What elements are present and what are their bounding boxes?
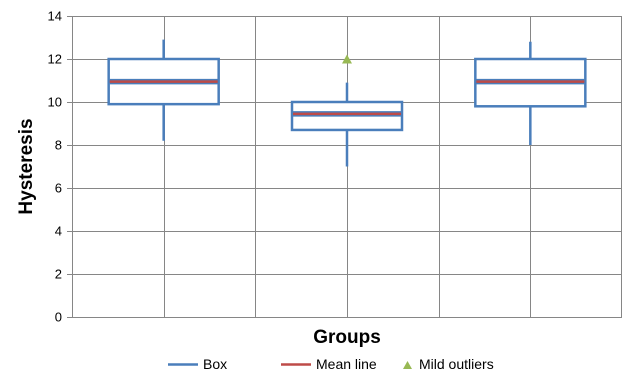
legend-label: Mild outliers	[419, 356, 494, 372]
legend-swatch	[403, 361, 412, 369]
y-tick-label: 14	[48, 9, 62, 24]
x-axis-title: Groups	[313, 327, 381, 348]
mild-outlier-marker	[342, 54, 352, 64]
y-tick-label: 12	[48, 52, 62, 67]
legend-item: Mean line	[281, 356, 377, 372]
y-tick-label: 8	[55, 138, 62, 153]
legend-label: Mean line	[316, 356, 377, 372]
y-tick-label: 6	[55, 181, 62, 196]
box-group	[290, 54, 404, 167]
y-tick-label: 2	[55, 267, 62, 282]
legend: Box Mean line Mild outliers	[168, 356, 494, 372]
y-tick-label: 0	[55, 310, 62, 325]
legend-item: Mild outliers	[403, 356, 494, 372]
legend-item: Box	[168, 356, 227, 372]
box-group	[474, 41, 587, 145]
y-tick-label: 10	[48, 95, 62, 110]
legend-label: Box	[203, 356, 227, 372]
y-axis-title: Hysteresis	[16, 118, 37, 214]
box-series	[107, 39, 587, 167]
box-group	[107, 39, 220, 141]
y-axis-ticks: 0 2 4 6 8 10 12 14	[48, 9, 72, 325]
y-tick-label: 4	[55, 224, 62, 239]
